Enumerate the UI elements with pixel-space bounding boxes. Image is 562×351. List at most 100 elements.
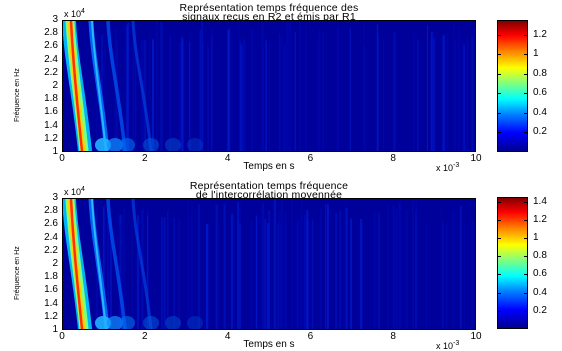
heatmap-blob <box>165 138 181 151</box>
heatmap-streak <box>311 219 314 329</box>
heatmap-streak <box>104 33 106 151</box>
heatmap-streak <box>110 218 112 329</box>
heatmap-streak <box>363 46 366 151</box>
heatmap-ridge-secondary-2 <box>106 21 127 151</box>
chart-title-line-1: Représentation temps fréquence des <box>179 2 359 14</box>
heatmap-streak <box>278 210 281 329</box>
heatmap-streak <box>189 41 191 151</box>
heatmap-blob <box>165 316 181 329</box>
heatmap-streak <box>280 35 282 151</box>
heatmap-plot-area <box>62 198 476 330</box>
x-tick-label: 8 <box>390 331 396 342</box>
colorbar-tick-mark <box>524 54 528 56</box>
x-exponent-power: -3 <box>453 162 460 169</box>
heatmap-streak <box>322 32 324 151</box>
heatmap-blob <box>187 316 203 329</box>
heatmap-streak <box>432 30 434 151</box>
heatmap-ridge-secondary-3 <box>131 199 153 329</box>
heatmap-streak <box>425 224 427 329</box>
colorbar-tick-mark <box>497 132 501 134</box>
y-tick-label: 1.4 <box>44 119 58 131</box>
colorbar-tick-mark <box>497 34 501 36</box>
heatmap-streak <box>144 39 147 151</box>
colorbar-tick-label: 0.4 <box>533 106 547 118</box>
heatmap-streak <box>146 215 149 329</box>
heatmap-streak <box>349 28 351 151</box>
heatmap-streak <box>286 23 289 151</box>
heatmap-streak <box>398 202 401 329</box>
heatmap-ridge-secondary-1b <box>91 21 107 151</box>
colorbar-tick-label: 0.4 <box>533 286 547 298</box>
y-tick-label: 2.2 <box>44 66 58 78</box>
heatmap-streak <box>301 199 303 329</box>
heatmap-streak <box>199 30 201 151</box>
heatmap-ridge-peak <box>69 21 84 151</box>
colorbar-tick-label: 1 <box>533 231 539 243</box>
heatmap-streak <box>393 32 396 151</box>
colorbar-tick-mark <box>524 219 528 221</box>
x-tick-label: 8 <box>390 153 396 164</box>
heatmap-streak <box>123 207 126 329</box>
y-tick-label: 2 <box>52 258 58 269</box>
heatmap-blob <box>107 316 123 329</box>
heatmap-streak <box>119 224 122 329</box>
colorbar-tick-mark <box>497 219 501 221</box>
x-axis-label: Temps en s <box>243 339 295 350</box>
heatmap-streak <box>167 210 169 329</box>
heatmap-streak <box>440 204 442 329</box>
heatmap-streak <box>283 44 286 151</box>
heatmap-ridge-secondary-3 <box>131 21 153 151</box>
x-tick-label: 10 <box>470 331 482 342</box>
colorbar-tick-label: 0.8 <box>533 250 547 262</box>
y-exponent-base: x 10 <box>64 187 82 197</box>
chart-panel-top: Représentation temps fréquence des signau… <box>0 0 562 173</box>
heatmap-plot-area <box>62 20 476 152</box>
y-tick-label: 3 <box>52 192 58 203</box>
heatmap-streak <box>412 200 415 329</box>
colorbar-tick-label: 1.4 <box>533 195 547 207</box>
x-tick-label: 2 <box>142 331 148 342</box>
heatmap-streak <box>291 199 294 329</box>
y-tick-label: 1.6 <box>44 284 58 296</box>
heatmap-streak <box>267 223 270 329</box>
heatmap-streak <box>460 205 462 329</box>
heatmap-streak <box>454 41 456 151</box>
y-tick-label: 1.8 <box>44 93 58 105</box>
heatmap-streak <box>268 43 271 151</box>
heatmap-streak <box>454 213 456 329</box>
heatmap-streak <box>378 212 380 329</box>
y-tick-label: 1.6 <box>44 106 58 118</box>
colorbar-tick-mark <box>524 292 528 294</box>
colorbar-tick-mark <box>524 201 528 203</box>
heatmap-streak <box>126 28 129 151</box>
heatmap-streak <box>250 220 253 329</box>
heatmap-streak <box>392 204 395 329</box>
heatmap-streak <box>394 39 397 151</box>
heatmap-streak <box>343 201 345 329</box>
heatmap-streak <box>464 223 466 329</box>
y-tick-label: 1.2 <box>44 310 58 322</box>
heatmap-streak <box>317 38 319 151</box>
heatmap-streak <box>239 41 241 151</box>
heatmap-streak <box>338 210 342 329</box>
heatmap-streak <box>433 38 435 151</box>
heatmap-streak <box>442 222 444 329</box>
heatmap-image <box>63 199 475 329</box>
y-tick-label: 2.8 <box>44 205 58 217</box>
heatmap-streak <box>178 218 181 329</box>
heatmap-streak <box>211 37 213 151</box>
heatmap-image <box>63 21 475 151</box>
heatmap-streak <box>189 216 192 329</box>
heatmap-streak <box>299 22 302 151</box>
heatmap-streak <box>273 199 277 329</box>
y-tick-label: 2.4 <box>44 231 58 243</box>
x-axis-label: Temps en s <box>243 161 295 172</box>
colorbar <box>497 197 528 329</box>
colorbar-tick-mark <box>524 132 528 134</box>
heatmap-streak <box>265 40 267 151</box>
heatmap-streak <box>160 22 163 151</box>
heatmap-blob <box>119 138 135 151</box>
heatmap-blob <box>119 316 135 329</box>
heatmap-streak <box>134 33 137 151</box>
heatmap-streak <box>395 208 398 329</box>
